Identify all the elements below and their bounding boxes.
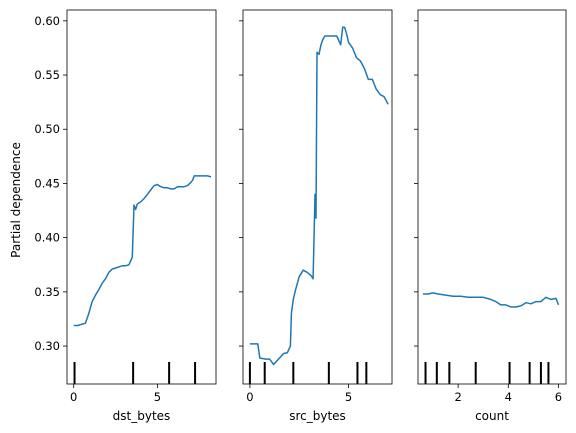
y-tick-label: 0.50 <box>34 122 60 136</box>
panels: 0 5dst_bytes0.300.350.400.450.500.550.600… <box>34 9 567 423</box>
y-tick-label: 0.55 <box>34 68 60 82</box>
panel-dst_bytes: 0 5 dst_bytes 0.30 0.35 0.40 0.45 0.50 0.55 0.60 <box>34 9 217 423</box>
x-axis-label: src_bytes <box>289 409 346 423</box>
y-tick-label: 0.40 <box>34 231 60 245</box>
x-tick-label: 0 <box>70 390 77 404</box>
x-tick-label: 6 <box>555 390 562 404</box>
x-tick-label: 2 <box>454 390 461 404</box>
partial-dependence-line <box>423 292 560 308</box>
y-tick-label: 0.35 <box>34 285 60 299</box>
x-tick-label: 5 <box>154 390 161 404</box>
y-tick-label: 0.30 <box>34 339 60 353</box>
partial-dependence-line <box>73 175 212 327</box>
panel-count: 2 4 6 count <box>414 9 567 423</box>
partial-dependence-line <box>249 26 389 366</box>
panel-src_bytes: 0 5 src_bytes <box>239 9 393 423</box>
y-tick-label: 0.45 <box>34 176 60 190</box>
x-axis-label: count <box>475 409 509 423</box>
axes-frame <box>66 9 217 385</box>
x-tick-label: 5 <box>345 390 352 404</box>
x-axis-label: dst_bytes <box>113 409 171 423</box>
axes-frame <box>417 9 567 385</box>
y-axis-label: Partial dependence <box>9 142 23 258</box>
axes-frame <box>242 9 393 385</box>
x-tick-label: 4 <box>505 390 512 404</box>
x-tick-label: 0 <box>246 390 253 404</box>
y-tick-label: 0.60 <box>34 14 60 28</box>
